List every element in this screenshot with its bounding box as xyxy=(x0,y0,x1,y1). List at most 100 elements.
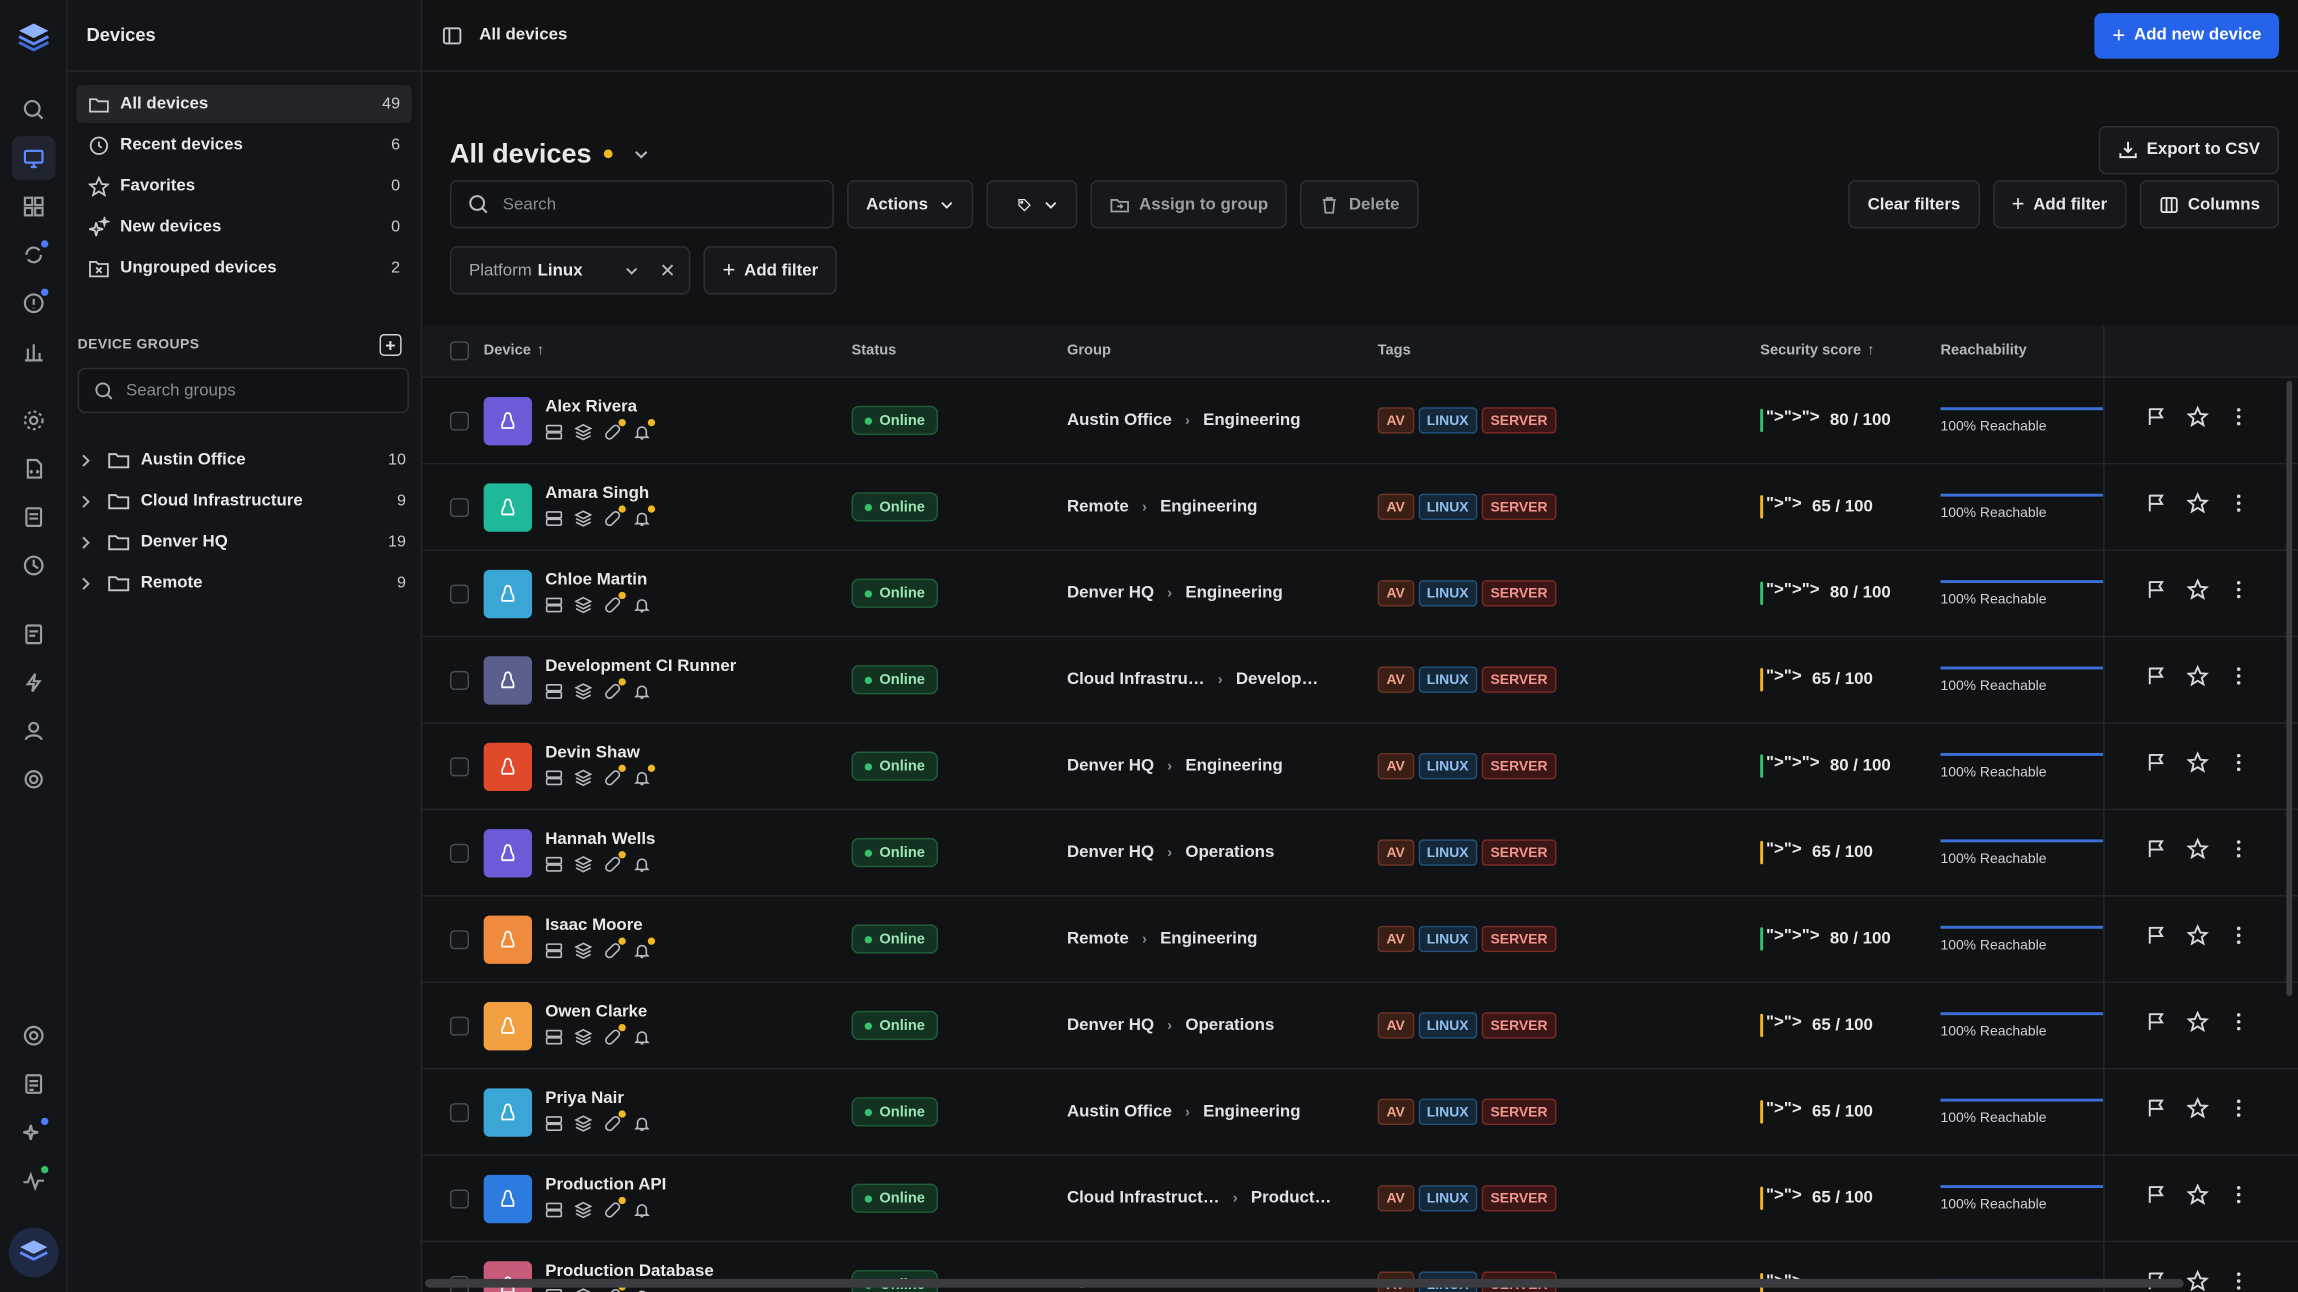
flag-icon[interactable] xyxy=(2146,1184,2168,1213)
device-cell[interactable]: Devin Shaw xyxy=(483,741,852,791)
help-lifebuoy-icon[interactable] xyxy=(11,1014,55,1058)
settings-gear-icon[interactable] xyxy=(11,398,55,442)
flag-icon[interactable] xyxy=(2146,924,2168,953)
flag-icon[interactable] xyxy=(2146,406,2168,435)
row-checkbox[interactable] xyxy=(449,410,469,430)
alert-icon[interactable] xyxy=(11,281,55,325)
chevron-right-icon[interactable] xyxy=(78,534,99,550)
platform-filter-chip[interactable]: Platform Linux ✕ xyxy=(449,246,691,295)
table-row[interactable]: Hannah Wells Online Denver HQ › Operations… xyxy=(422,810,2298,897)
device-cell[interactable]: Production API xyxy=(483,1174,852,1223)
star-icon[interactable] xyxy=(2186,578,2210,608)
star-icon[interactable] xyxy=(2186,1269,2210,1292)
device-cell[interactable]: Priya Nair xyxy=(483,1087,852,1137)
sidebar-toggle-icon[interactable] xyxy=(441,24,463,46)
row-checkbox[interactable] xyxy=(449,1188,469,1208)
group-path[interactable]: Remote › Engineering xyxy=(1066,498,1258,516)
add-filter-button-secondary[interactable]: + Add filter xyxy=(703,246,838,295)
notes-icon[interactable] xyxy=(11,1062,55,1106)
nav-item-recent-devices[interactable]: Recent devices 6 xyxy=(76,126,412,164)
table-row[interactable]: Development CI Runner Online Cloud Infra… xyxy=(422,637,2298,724)
chevron-right-icon[interactable] xyxy=(78,452,99,468)
row-checkbox[interactable] xyxy=(449,1102,469,1122)
flag-icon[interactable] xyxy=(2146,492,2168,521)
reports-icon[interactable] xyxy=(11,330,55,374)
group-item-denver-hq[interactable]: Denver HQ 19 xyxy=(78,522,409,563)
add-group-button[interactable]: + xyxy=(379,333,402,356)
chevron-right-icon[interactable] xyxy=(78,575,99,591)
table-row[interactable]: Devin Shaw Online Denver HQ › Engineering … xyxy=(422,723,2298,811)
more-vertical-icon[interactable] xyxy=(2228,1270,2250,1292)
star-icon[interactable] xyxy=(2186,837,2210,867)
actions-dropdown[interactable]: Actions xyxy=(847,180,974,229)
flag-icon[interactable] xyxy=(2146,838,2168,867)
device-cell[interactable]: Hannah Wells xyxy=(483,828,852,877)
search-icon[interactable] xyxy=(11,88,55,132)
sparkles-icon[interactable] xyxy=(11,1110,55,1154)
flag-icon[interactable] xyxy=(2146,1011,2168,1040)
activity-icon[interactable] xyxy=(11,1159,55,1203)
row-checkbox[interactable] xyxy=(449,929,469,949)
table-row[interactable]: Chloe Martin Online Denver HQ › Engineerin… xyxy=(422,550,2298,638)
more-vertical-icon[interactable] xyxy=(2228,665,2250,694)
star-icon[interactable] xyxy=(2186,924,2210,953)
file-code-icon[interactable] xyxy=(11,447,55,491)
table-row[interactable]: Priya Nair Online Austin Office › Engineer… xyxy=(422,1069,2298,1156)
monitor-icon[interactable] xyxy=(10,136,55,181)
more-vertical-icon[interactable] xyxy=(2228,924,2250,953)
lightning-icon[interactable] xyxy=(11,661,55,705)
device-name[interactable]: Alex Rivera xyxy=(545,397,638,416)
device-name[interactable]: Owen Clarke xyxy=(545,1002,648,1021)
group-path[interactable]: Denver HQ › Operations xyxy=(1066,843,1275,862)
device-name[interactable]: Priya Nair xyxy=(545,1089,624,1107)
flag-icon[interactable] xyxy=(2146,579,2168,608)
history-icon[interactable] xyxy=(11,543,55,587)
device-cell[interactable]: Isaac Moore xyxy=(483,914,852,964)
assign-to-group-button[interactable]: Assign to group xyxy=(1090,180,1288,229)
row-checkbox[interactable] xyxy=(449,843,469,863)
star-icon[interactable] xyxy=(2186,405,2210,435)
device-name[interactable]: Hannah Wells xyxy=(545,829,656,848)
flag-icon[interactable] xyxy=(2146,751,2168,780)
nav-item-ungrouped-devices[interactable]: Ungrouped devices 2 xyxy=(76,249,412,287)
add-filter-button[interactable]: + Add filter xyxy=(1992,180,2127,229)
row-checkbox[interactable] xyxy=(449,497,469,517)
star-icon[interactable] xyxy=(2186,751,2210,780)
more-vertical-icon[interactable] xyxy=(2228,579,2250,608)
row-checkbox[interactable] xyxy=(449,670,469,690)
group-path[interactable]: Denver HQ › Engineering xyxy=(1066,757,1283,775)
flag-icon[interactable] xyxy=(2146,665,2168,694)
device-name[interactable]: Amara Singh xyxy=(545,484,650,502)
more-vertical-icon[interactable] xyxy=(2228,406,2250,435)
star-icon[interactable] xyxy=(2186,664,2210,694)
workspace-avatar[interactable] xyxy=(8,1227,58,1278)
star-icon[interactable] xyxy=(2186,1183,2210,1213)
group-item-remote[interactable]: Remote 9 xyxy=(78,563,409,604)
table-row[interactable]: Isaac Moore Online Remote › Engineering AV… xyxy=(422,896,2298,983)
close-icon[interactable]: ✕ xyxy=(659,258,676,281)
tag-dropdown[interactable] xyxy=(986,180,1078,229)
star-icon[interactable] xyxy=(2186,1010,2210,1040)
vertical-scrollbar[interactable] xyxy=(2286,380,2293,997)
star-icon[interactable] xyxy=(2186,491,2210,521)
column-header-security-score[interactable]: Security score ↑ xyxy=(1760,342,1875,359)
add-new-device-button[interactable]: + Add new device xyxy=(2094,12,2280,58)
device-name[interactable]: Production API xyxy=(545,1175,667,1194)
nav-item-favorites[interactable]: Favorites 0 xyxy=(76,167,412,205)
column-header-status[interactable]: Status xyxy=(851,342,897,359)
list-check-icon[interactable] xyxy=(11,612,55,656)
delete-button[interactable]: Delete xyxy=(1300,180,1419,229)
more-vertical-icon[interactable] xyxy=(2228,1011,2250,1040)
row-checkbox[interactable] xyxy=(449,583,469,603)
group-path[interactable]: Cloud Infrastru… › Develop… xyxy=(1066,670,1319,689)
more-vertical-icon[interactable] xyxy=(2228,492,2250,521)
star-icon[interactable] xyxy=(2186,1096,2210,1126)
grid-icon[interactable] xyxy=(11,185,55,229)
document-icon[interactable] xyxy=(11,495,55,539)
search-input[interactable]: Search xyxy=(449,180,834,229)
sync-icon[interactable] xyxy=(11,233,55,277)
device-cell[interactable]: Development CI Runner xyxy=(483,655,852,704)
columns-button[interactable]: Columns xyxy=(2139,180,2280,229)
group-path[interactable]: Austin Office › Engineering xyxy=(1066,1103,1301,1121)
table-row[interactable]: Amara Singh Online Remote › Engineering AV… xyxy=(422,464,2298,551)
